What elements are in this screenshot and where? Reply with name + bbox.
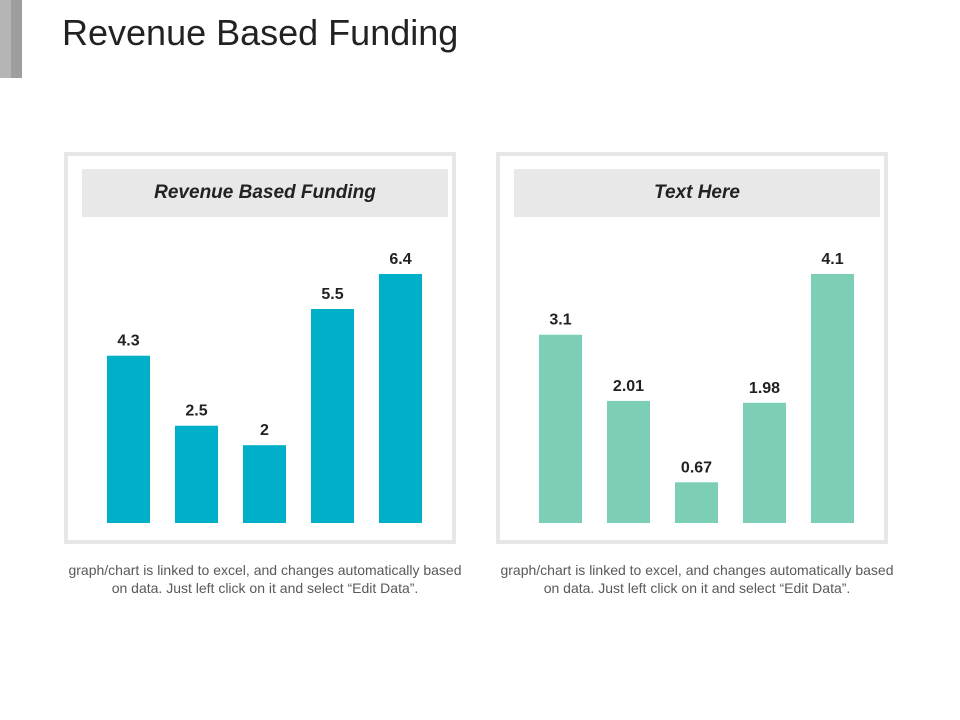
data-label-4: 1.98: [749, 380, 780, 397]
caption-left: graph/chart is linked to excel, and chan…: [68, 562, 462, 596]
chart-title-left: Revenue Based Funding: [82, 169, 448, 217]
bar-chart-right[interactable]: 3.1 2.01 0.67 1.98 4.1: [500, 156, 892, 548]
chart-panel-left[interactable]: Revenue Based Funding 4.3 2.5 2 5.5 6.4: [64, 152, 456, 544]
data-label-2: 2.5: [185, 403, 207, 420]
bar-5[interactable]: [811, 274, 854, 523]
data-label-3: 2: [260, 422, 269, 439]
bar-4[interactable]: [743, 402, 786, 523]
bar-3[interactable]: [675, 482, 718, 523]
data-label-4: 5.5: [321, 286, 343, 303]
bar-5[interactable]: [379, 274, 422, 523]
accent-bar: [0, 0, 22, 78]
caption-right: graph/chart is linked to excel, and chan…: [500, 562, 894, 596]
page-title: Revenue Based Funding: [62, 12, 459, 53]
data-label-5: 4.1: [821, 251, 843, 268]
data-label-2: 2.01: [613, 378, 644, 395]
data-label-1: 3.1: [549, 312, 571, 329]
chart-title-right: Text Here: [514, 169, 880, 217]
bar-2[interactable]: [175, 425, 218, 523]
data-label-3: 0.67: [681, 459, 712, 476]
bar-chart-left[interactable]: 4.3 2.5 2 5.5 6.4: [68, 156, 460, 548]
bar-3[interactable]: [243, 445, 286, 523]
bar-4[interactable]: [311, 309, 354, 523]
data-label-5: 6.4: [389, 251, 411, 268]
chart-panel-right[interactable]: Text Here 3.1 2.01 0.67 1.98 4.1: [496, 152, 888, 544]
bar-1[interactable]: [107, 355, 150, 523]
bar-1[interactable]: [539, 334, 582, 523]
data-label-1: 4.3: [117, 333, 139, 350]
bar-2[interactable]: [607, 400, 650, 523]
